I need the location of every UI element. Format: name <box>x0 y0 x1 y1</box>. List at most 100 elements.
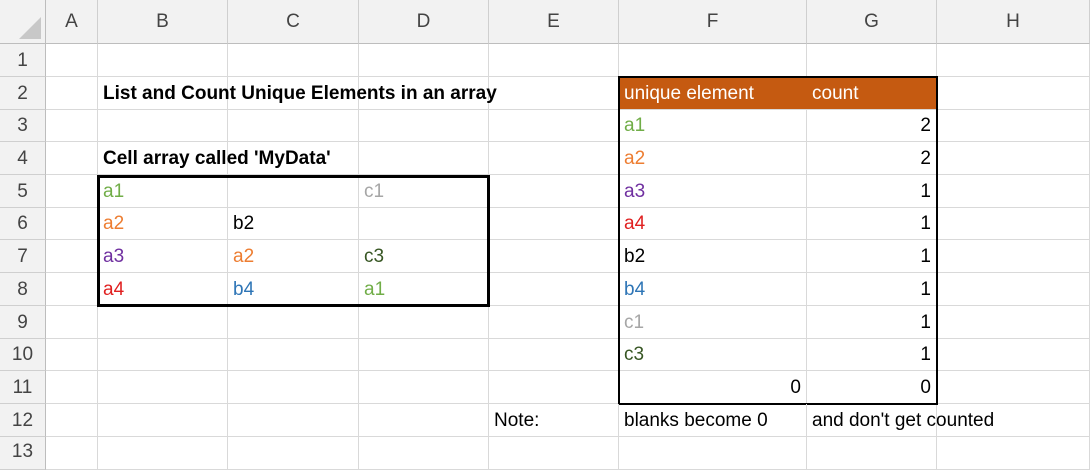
note-text-blanks[interactable]: blanks become 0 <box>619 404 807 437</box>
grid-cell[interactable] <box>98 44 228 77</box>
row-header-11[interactable]: 11 <box>0 371 46 404</box>
column-header-b[interactable]: B <box>98 0 228 44</box>
column-header-a[interactable]: A <box>46 0 98 44</box>
select-all-corner[interactable] <box>0 0 46 44</box>
unique-element-cell[interactable]: c3 <box>619 339 807 371</box>
row-header-4[interactable]: 4 <box>0 142 46 175</box>
grid-cell[interactable] <box>489 175 619 208</box>
count-cell[interactable]: 1 <box>807 208 937 240</box>
grid-cell[interactable] <box>98 306 228 339</box>
mydata-cell-c7[interactable]: a2 <box>228 240 359 273</box>
grid-cell[interactable] <box>46 339 98 371</box>
grid-cell[interactable] <box>937 306 1090 339</box>
note-label[interactable]: Note: <box>489 404 619 437</box>
grid-cell[interactable] <box>359 142 489 175</box>
grid-cell[interactable] <box>359 371 489 404</box>
row-header-6[interactable]: 6 <box>0 208 46 240</box>
grid-cell[interactable] <box>489 240 619 273</box>
row-header-2[interactable]: 2 <box>0 77 46 110</box>
grid-cell[interactable] <box>937 142 1090 175</box>
grid-cell[interactable] <box>228 306 359 339</box>
mydata-cell-d5[interactable]: c1 <box>359 175 489 208</box>
grid-cell[interactable] <box>228 371 359 404</box>
grid-cell[interactable] <box>937 175 1090 208</box>
count-header[interactable]: count <box>807 77 937 110</box>
row-header-12[interactable]: 12 <box>0 404 46 437</box>
grid-cell[interactable] <box>489 273 619 306</box>
row-header-3[interactable]: 3 <box>0 110 46 142</box>
mydata-cell-c6[interactable]: b2 <box>228 208 359 240</box>
mydata-cell-b8[interactable]: a4 <box>98 273 228 306</box>
grid-cell[interactable] <box>98 339 228 371</box>
grid-cell[interactable] <box>489 339 619 371</box>
grid-cell[interactable] <box>98 110 228 142</box>
note-text-not-counted[interactable]: and don't get counted <box>807 404 994 437</box>
sheet-title[interactable]: List and Count Unique Elements in an arr… <box>98 77 497 110</box>
grid-cell[interactable] <box>98 404 228 437</box>
mydata-cell-d7[interactable]: c3 <box>359 240 489 273</box>
mydata-cell-d6[interactable] <box>359 208 489 240</box>
grid-cell[interactable] <box>807 44 937 77</box>
grid-cell[interactable] <box>489 110 619 142</box>
grid-cell[interactable] <box>937 208 1090 240</box>
grid-cell[interactable] <box>359 110 489 142</box>
grid-cell[interactable] <box>359 339 489 371</box>
grid-cell[interactable] <box>228 110 359 142</box>
mydata-cell-d8[interactable]: a1 <box>359 273 489 306</box>
grid-cell[interactable] <box>489 142 619 175</box>
unique-element-header[interactable]: unique element <box>619 77 807 110</box>
grid-cell[interactable] <box>619 44 807 77</box>
count-cell[interactable]: 1 <box>807 175 937 208</box>
grid-cell[interactable] <box>489 77 619 110</box>
row-header-8[interactable]: 8 <box>0 273 46 306</box>
unique-element-cell[interactable]: a3 <box>619 175 807 208</box>
grid-cell[interactable] <box>937 240 1090 273</box>
grid-cell[interactable] <box>937 273 1090 306</box>
mydata-cell-b7[interactable]: a3 <box>98 240 228 273</box>
row-header-5[interactable]: 5 <box>0 175 46 208</box>
count-cell[interactable]: 2 <box>807 142 937 175</box>
unique-element-cell[interactable]: b4 <box>619 273 807 306</box>
grid-cell[interactable] <box>46 208 98 240</box>
grid-cell[interactable] <box>46 306 98 339</box>
mydata-cell-c8[interactable]: b4 <box>228 273 359 306</box>
grid-cell[interactable] <box>46 110 98 142</box>
grid-cell[interactable] <box>98 371 228 404</box>
column-header-g[interactable]: G <box>807 0 937 44</box>
grid-cell[interactable] <box>46 240 98 273</box>
count-cell[interactable]: 1 <box>807 240 937 273</box>
row-header-1[interactable]: 1 <box>0 44 46 77</box>
count-cell[interactable]: 2 <box>807 110 937 142</box>
grid-cell[interactable] <box>46 175 98 208</box>
grid-cell[interactable] <box>228 142 359 175</box>
grid-cell[interactable] <box>228 339 359 371</box>
grid-cell[interactable] <box>807 437 937 470</box>
grid-cell[interactable] <box>937 77 1090 110</box>
mydata-cell-b5[interactable]: a1 <box>98 175 228 208</box>
mydata-cell-c5[interactable] <box>228 175 359 208</box>
grid-cell[interactable] <box>228 44 359 77</box>
grid-cell[interactable] <box>489 371 619 404</box>
grid-cell[interactable] <box>359 306 489 339</box>
grid-cell[interactable] <box>937 437 1090 470</box>
grid-cell[interactable] <box>46 437 98 470</box>
grid-cell[interactable] <box>937 44 1090 77</box>
unique-element-cell[interactable]: b2 <box>619 240 807 273</box>
grid-cell[interactable] <box>228 77 359 110</box>
unique-element-cell[interactable]: 0 <box>619 371 807 404</box>
column-header-f[interactable]: F <box>619 0 807 44</box>
count-cell[interactable]: 0 <box>807 371 937 404</box>
grid-cell[interactable] <box>937 110 1090 142</box>
count-cell[interactable]: 1 <box>807 306 937 339</box>
grid-cell[interactable] <box>937 371 1090 404</box>
unique-element-cell[interactable]: a1 <box>619 110 807 142</box>
sheet-subtitle[interactable]: Cell array called 'MyData' <box>98 142 331 175</box>
unique-element-cell[interactable]: a4 <box>619 208 807 240</box>
grid-cell[interactable] <box>228 404 359 437</box>
grid-cell[interactable] <box>937 339 1090 371</box>
grid-cell[interactable] <box>489 306 619 339</box>
grid-cell[interactable] <box>46 371 98 404</box>
unique-element-cell[interactable]: c1 <box>619 306 807 339</box>
row-header-7[interactable]: 7 <box>0 240 46 273</box>
column-header-c[interactable]: C <box>228 0 359 44</box>
